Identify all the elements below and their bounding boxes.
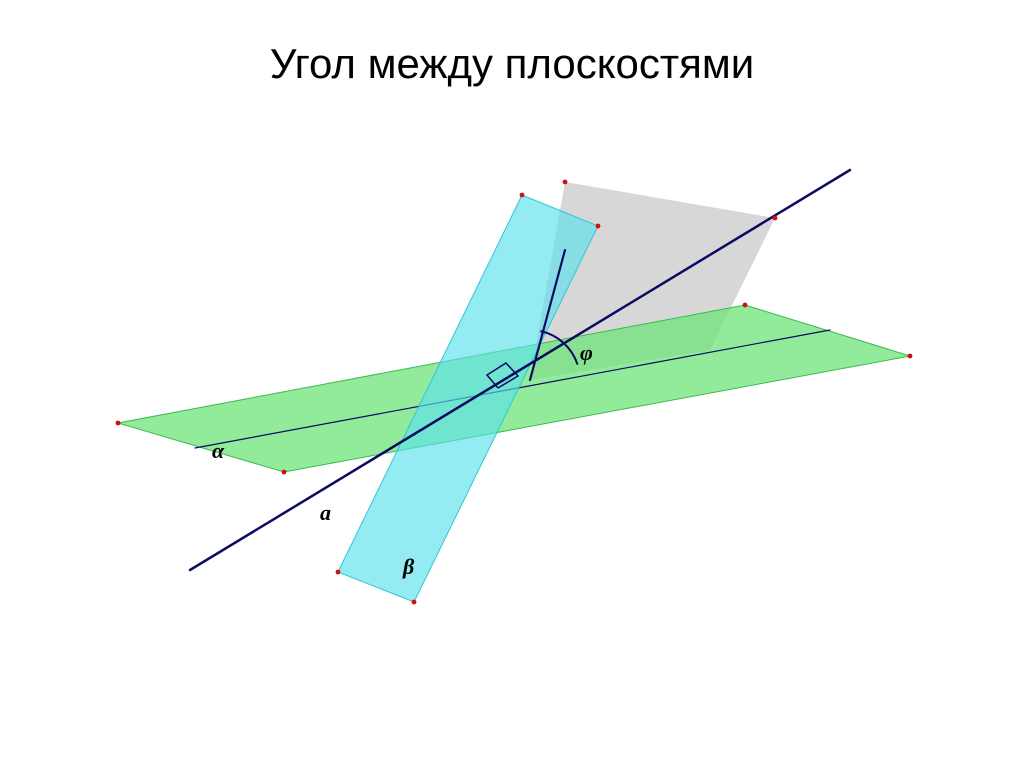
corner-dot-5 [520, 193, 525, 198]
corner-dot-9 [773, 216, 778, 221]
label-line-a: a [320, 500, 331, 526]
corner-dot-8 [563, 180, 568, 185]
corner-dot-6 [596, 224, 601, 229]
corner-dot-7 [412, 600, 417, 605]
corner-dot-3 [282, 470, 287, 475]
corner-dot-1 [743, 303, 748, 308]
corner-dot-0 [116, 421, 121, 426]
corner-dot-2 [908, 354, 913, 359]
label-beta: β [403, 554, 414, 580]
corner-dot-4 [336, 570, 341, 575]
label-phi: φ [580, 340, 593, 366]
label-alpha: α [212, 438, 224, 464]
diagram-canvas [0, 0, 1024, 767]
